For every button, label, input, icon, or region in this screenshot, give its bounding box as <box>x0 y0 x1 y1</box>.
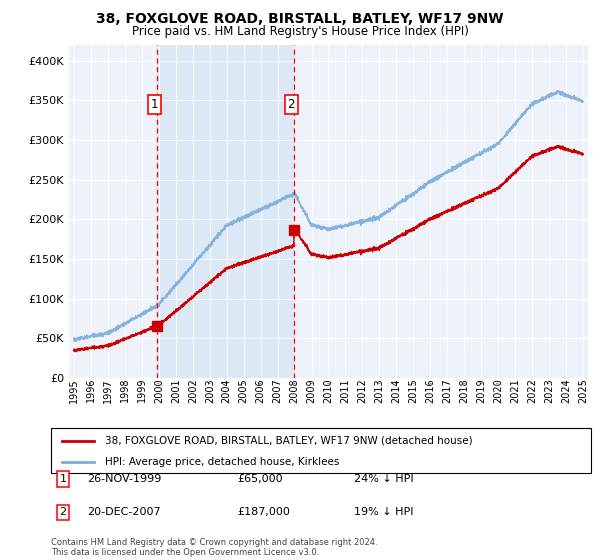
Text: HPI: Average price, detached house, Kirklees: HPI: Average price, detached house, Kirk… <box>105 457 340 467</box>
Text: Price paid vs. HM Land Registry's House Price Index (HPI): Price paid vs. HM Land Registry's House … <box>131 25 469 38</box>
Text: 2015: 2015 <box>409 378 418 403</box>
Text: £65,000: £65,000 <box>237 474 283 484</box>
Text: £187,000: £187,000 <box>237 507 290 517</box>
Text: 2019: 2019 <box>476 378 486 403</box>
Text: 2023: 2023 <box>544 378 554 403</box>
Text: 2018: 2018 <box>459 378 469 403</box>
Text: 2020: 2020 <box>493 378 503 403</box>
Text: 38, FOXGLOVE ROAD, BIRSTALL, BATLEY, WF17 9NW (detached house): 38, FOXGLOVE ROAD, BIRSTALL, BATLEY, WF1… <box>105 436 473 446</box>
Text: 2022: 2022 <box>527 378 537 403</box>
Text: 2012: 2012 <box>358 378 367 403</box>
Text: 20-DEC-2007: 20-DEC-2007 <box>87 507 161 517</box>
Text: 2021: 2021 <box>510 378 520 403</box>
Text: 2005: 2005 <box>239 378 248 403</box>
Text: 2024: 2024 <box>561 378 571 403</box>
Text: 2006: 2006 <box>256 378 266 403</box>
Text: 2002: 2002 <box>188 378 198 403</box>
Text: 1998: 1998 <box>120 378 130 403</box>
Text: 2000: 2000 <box>154 378 164 403</box>
Text: 2011: 2011 <box>340 378 350 403</box>
Text: 2: 2 <box>287 98 295 111</box>
Text: 2003: 2003 <box>205 378 215 403</box>
Text: 2014: 2014 <box>391 378 401 403</box>
Text: 2017: 2017 <box>442 378 452 403</box>
Text: 1995: 1995 <box>69 378 79 403</box>
Text: 2007: 2007 <box>272 378 283 403</box>
Text: 19% ↓ HPI: 19% ↓ HPI <box>354 507 413 517</box>
Text: 24% ↓ HPI: 24% ↓ HPI <box>354 474 413 484</box>
Text: 26-NOV-1999: 26-NOV-1999 <box>87 474 161 484</box>
Text: 1999: 1999 <box>137 378 147 403</box>
Text: 2010: 2010 <box>323 378 334 403</box>
Text: 2009: 2009 <box>307 378 317 403</box>
Text: 1: 1 <box>151 98 158 111</box>
Text: 1997: 1997 <box>103 378 113 403</box>
Text: 2004: 2004 <box>222 378 232 403</box>
Text: 2008: 2008 <box>290 378 299 403</box>
Text: 2013: 2013 <box>374 378 385 403</box>
Text: 1: 1 <box>59 474 67 484</box>
Text: 38, FOXGLOVE ROAD, BIRSTALL, BATLEY, WF17 9NW: 38, FOXGLOVE ROAD, BIRSTALL, BATLEY, WF1… <box>96 12 504 26</box>
Text: Contains HM Land Registry data © Crown copyright and database right 2024.
This d: Contains HM Land Registry data © Crown c… <box>51 538 377 557</box>
Text: 1996: 1996 <box>86 378 96 403</box>
Text: 2: 2 <box>59 507 67 517</box>
Text: 2001: 2001 <box>171 378 181 403</box>
Text: 2016: 2016 <box>425 378 435 403</box>
Bar <box>157 45 294 378</box>
Text: 2025: 2025 <box>578 378 588 403</box>
